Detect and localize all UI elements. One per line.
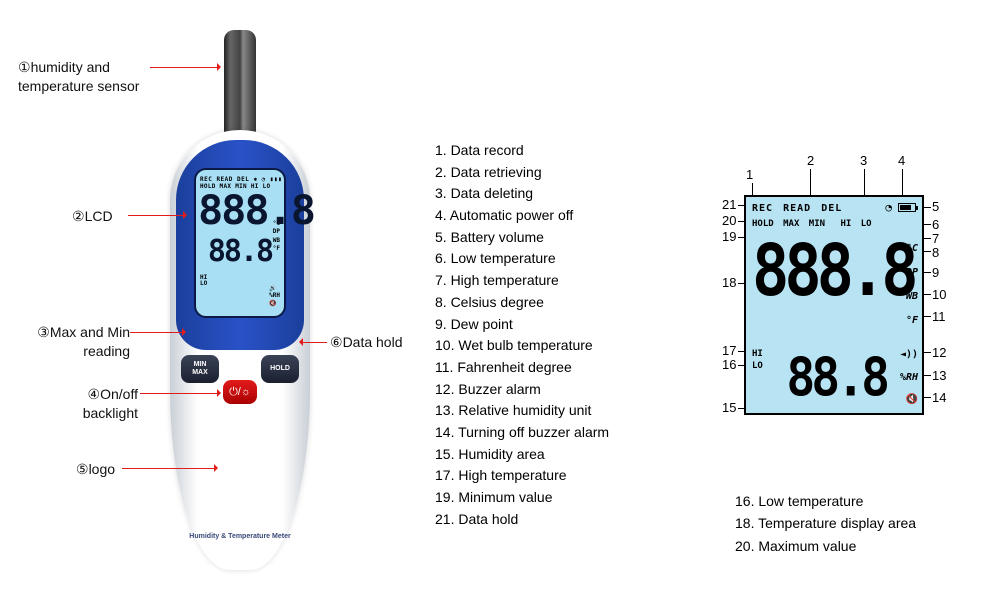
celsius-label: °C [906, 243, 918, 254]
list-item: 2. Data retrieving [435, 162, 690, 184]
diagram-sub-seg: 88.8 [776, 356, 886, 401]
diag-num: 5 [932, 199, 939, 214]
diag-num: 2 [807, 153, 814, 168]
timer-icon: ◔ [885, 201, 892, 214]
diagram-row1: REC READ DEL [752, 203, 845, 214]
list-item: 17. High temperature [435, 465, 690, 487]
leader-5 [122, 468, 217, 469]
diag-num: 14 [932, 390, 946, 405]
dp-label: DP [906, 267, 918, 278]
diag-num: 16 [722, 357, 736, 372]
diag-num: 17 [722, 343, 736, 358]
lo-label: LO [752, 361, 763, 371]
list-item: 7. High temperature [435, 270, 690, 292]
callout-4: ④On/offbacklight [48, 385, 138, 423]
lcd-hilo: HILO [200, 275, 207, 288]
feature-list: 1. Data record 2. Data retrieving 3. Dat… [435, 140, 690, 530]
lcd-humid-units: 🔊%RH🔇 [269, 285, 280, 308]
list-item: 20. Maximum value [735, 535, 916, 557]
diag-num: 15 [722, 400, 736, 415]
lcd-diagram: REC READ DEL ◔ HOLD MAX MIN HI LO 888.8 … [720, 175, 950, 445]
leader-6 [300, 342, 327, 343]
power-backlight-button[interactable]: ⏻/☼ [223, 380, 257, 404]
mute-icon: 🔇 [906, 394, 918, 405]
device-body: REC READ DEL ✱ ◔ ▮▮▮ HOLD MAX MIN HI LO … [170, 130, 310, 570]
battery-icon [898, 203, 916, 212]
diag-num: 18 [722, 275, 736, 290]
list-item: 16. Low temperature [735, 490, 916, 512]
diag-num: 7 [932, 231, 939, 246]
list-item: 15. Humidity area [435, 444, 690, 466]
callout-5: ⑤logo [76, 460, 115, 479]
lcd-sub-reading: 88.8 [200, 234, 280, 269]
list-item: 1. Data record [435, 140, 690, 162]
diag-num: 20 [722, 213, 736, 228]
callout-2: ②LCD [72, 207, 113, 226]
sensor-probe [224, 30, 256, 135]
diag-num: 12 [932, 345, 946, 360]
list-item: 13. Relative humidity unit [435, 400, 690, 422]
diag-num: 13 [932, 368, 946, 383]
diag-num: 21 [722, 197, 736, 212]
diag-num: 19 [722, 229, 736, 244]
diag-num: 3 [860, 153, 867, 168]
diag-num: 8 [932, 245, 939, 260]
list-item: 21. Data hold [435, 509, 690, 531]
device-lcd: REC READ DEL ✱ ◔ ▮▮▮ HOLD MAX MIN HI LO … [194, 168, 286, 318]
callout-3: ③Max and Minreading [20, 323, 130, 361]
diag-num: 1 [746, 167, 753, 182]
lcd-main-reading: 888.8 [198, 192, 282, 230]
list-item: 19. Minimum value [435, 487, 690, 509]
speaker-icon: ◄)) [900, 349, 918, 360]
list-item: 10. Wet bulb temperature [435, 335, 690, 357]
list-item: 9. Dew point [435, 314, 690, 336]
blue-trim: REC READ DEL ✱ ◔ ▮▮▮ HOLD MAX MIN HI LO … [176, 140, 304, 350]
hi-label: HI [752, 349, 763, 359]
min-max-button[interactable]: MINMAX [181, 355, 219, 383]
rh-label: %RH [900, 372, 918, 383]
list-item: 6. Low temperature [435, 248, 690, 270]
diag-num: 11 [932, 309, 946, 324]
hold-button[interactable]: HOLD [261, 355, 299, 383]
leader-4 [140, 393, 220, 394]
list-item: 4. Automatic power off [435, 205, 690, 227]
device-logo: Humidity & Temperature Meter [170, 533, 310, 540]
diagram-main-seg: 888.8 [752, 241, 892, 302]
diag-num: 10 [932, 287, 946, 302]
list-item: 12. Buzzer alarm [435, 379, 690, 401]
list-item: 11. Fahrenheit degree [435, 357, 690, 379]
list-item: 14. Turning off buzzer alarm [435, 422, 690, 444]
wb-label: WB [906, 291, 918, 302]
leader-1 [150, 67, 220, 68]
fahrenheit-label: °F [906, 315, 918, 326]
callout-1: ①humidity andtemperature sensor [18, 58, 168, 96]
lcd-temp-units: °CDPWB°F [273, 220, 280, 254]
list-item: 3. Data deleting [435, 183, 690, 205]
leader-3 [130, 332, 185, 333]
button-row: MINMAX HOLD [170, 355, 310, 383]
list-item: 8. Celsius degree [435, 292, 690, 314]
list-item: 18. Temperature display area [735, 512, 916, 534]
callout-6: ⑥Data hold [330, 333, 403, 352]
diag-num: 9 [932, 265, 939, 280]
list-item: 5. Battery volume [435, 227, 690, 249]
lcd-status-line1: REC READ DEL ✱ ◔ ▮▮▮ [200, 176, 280, 183]
diag-num: 6 [932, 217, 939, 232]
device-illustration: REC READ DEL ✱ ◔ ▮▮▮ HOLD MAX MIN HI LO … [170, 30, 310, 570]
diagram-lcd-panel: REC READ DEL ◔ HOLD MAX MIN HI LO 888.8 … [744, 195, 924, 415]
diag-num: 4 [898, 153, 905, 168]
extra-list: 16. Low temperature 18. Temperature disp… [735, 490, 916, 557]
leader-2 [128, 215, 186, 216]
